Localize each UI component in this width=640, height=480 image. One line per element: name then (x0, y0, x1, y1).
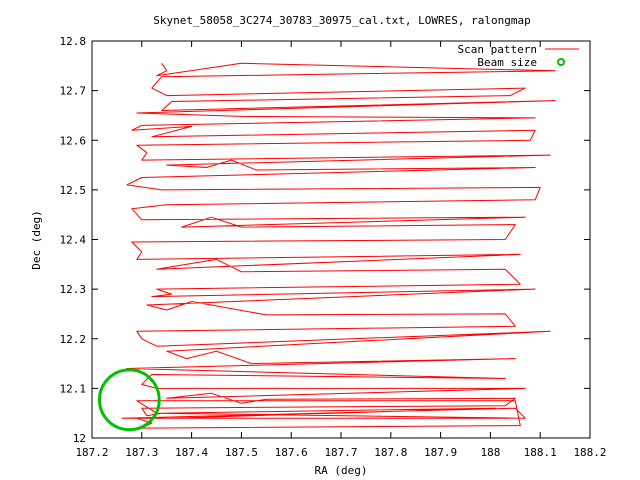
axis-ticks (91, 40, 591, 439)
legend-marker-beam (557, 58, 565, 66)
beam-size-circle (97, 368, 161, 432)
x-tick-label: 187.6 (275, 446, 308, 459)
x-tick-label: 187.5 (225, 446, 258, 459)
x-axis-label: RA (deg) (315, 464, 368, 477)
x-tick-label: 187.7 (324, 446, 357, 459)
y-tick-label: 12.8 (60, 35, 87, 48)
legend-label-scan: Scan pattern (458, 43, 537, 56)
x-tick-labels: 187.2 187.3 187.4 187.5 187.6 187.7 187.8 187.9… (75, 446, 606, 459)
y-tick-label: 12.3 (60, 283, 87, 296)
series-layer (97, 62, 556, 432)
x-tick-label: 188 (480, 446, 500, 459)
x-tick-label: 187.4 (175, 446, 208, 459)
y-tick-label: 12.5 (60, 184, 87, 197)
y-tick-label: 12.2 (60, 333, 87, 346)
x-tick-label: 188.1 (524, 446, 557, 459)
y-tick-label: 12.4 (60, 234, 87, 247)
y-tick-label: 12.1 (60, 382, 87, 395)
x-tick-label: 187.3 (125, 446, 158, 459)
x-tick-label: 187.9 (424, 446, 457, 459)
y-tick-label: 12.7 (60, 85, 87, 98)
x-tick-label: 187.2 (75, 446, 108, 459)
plot-frame (91, 40, 591, 439)
legend-label-beam: Beam size (477, 56, 537, 69)
x-tick-label: 188.2 (573, 446, 606, 459)
y-axis-label: Dec (deg) (30, 210, 43, 270)
scan-pattern-line (121, 62, 556, 429)
chart-title: Skynet_58058_3C274_30783_30975_cal.txt, … (153, 14, 531, 27)
legend: Scan pattern Beam size (458, 43, 579, 69)
y-tick-labels: 12 12.1 12.2 12.3 12.4 12.5 12.6 12.7 12.8 (60, 35, 87, 445)
y-tick-label: 12.6 (60, 134, 87, 147)
y-tick-label: 12 (73, 432, 86, 445)
x-tick-label: 187.8 (374, 446, 407, 459)
